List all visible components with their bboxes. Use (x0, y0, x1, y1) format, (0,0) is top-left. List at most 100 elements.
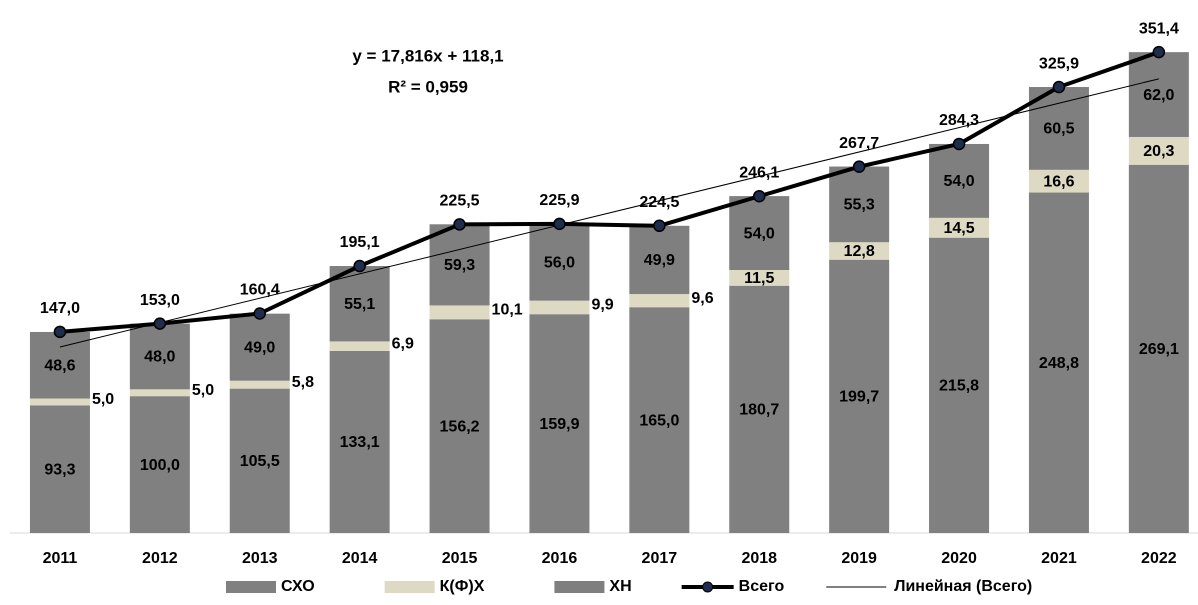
data-label: 195,1 (340, 234, 380, 251)
data-label: 215,8 (939, 378, 979, 395)
data-label: 159,9 (539, 416, 579, 433)
line-marker (1052, 80, 1066, 94)
x-tick-label: 2020 (941, 550, 977, 567)
bar-segment (529, 300, 590, 315)
line-marker (53, 325, 67, 339)
data-label: 62,0 (1143, 87, 1174, 104)
x-tick-label: 2011 (43, 550, 78, 567)
legend-label: Линейная (Всего) (894, 578, 1032, 595)
data-label: 5,0 (92, 391, 114, 408)
bar-segment (129, 323, 190, 390)
x-tick-label: 2021 (1041, 550, 1077, 567)
bar-segment (29, 398, 90, 406)
legend-label: Всего (739, 578, 785, 595)
line-marker (553, 217, 566, 231)
bar-segment (1028, 192, 1089, 533)
data-label: 246,1 (739, 164, 779, 181)
bar-segment (1028, 169, 1089, 193)
data-label: 5,8 (292, 374, 314, 391)
data-label: 160,4 (240, 282, 280, 299)
data-label: 100,0 (140, 457, 180, 474)
x-tick-label: 2015 (442, 550, 478, 567)
data-label: 48,6 (44, 357, 75, 374)
bar-segment (929, 237, 990, 533)
bar-segment (1128, 164, 1189, 534)
trend-r2: R² = 0,959 (388, 77, 468, 96)
bar-segment (829, 166, 890, 243)
line-marker (653, 219, 666, 233)
data-label: 11,5 (744, 270, 774, 287)
line-marker (952, 137, 966, 151)
data-label: 351,4 (1139, 20, 1179, 37)
x-tick-label: 2013 (242, 550, 278, 567)
bar-segment (929, 217, 990, 238)
data-label: 165,0 (639, 412, 679, 429)
data-label: 325,9 (1039, 55, 1079, 72)
bar-segment (129, 396, 190, 533)
bar-segment (729, 196, 790, 270)
data-label: 12,8 (844, 243, 875, 260)
bar-segment (1028, 87, 1089, 170)
x-tick-label: 2014 (342, 550, 378, 567)
bar-segment (129, 389, 190, 397)
legend-swatch (384, 581, 435, 593)
bar-segment (329, 350, 390, 533)
bar-segment (229, 388, 290, 533)
data-label: 284,3 (939, 112, 979, 129)
bar-segment (329, 341, 390, 351)
line-marker (153, 317, 167, 330)
bar-segment (629, 225, 690, 295)
data-label: 6,9 (392, 335, 414, 352)
data-label: 49,9 (644, 252, 675, 269)
data-label: 49,0 (244, 339, 275, 356)
line-marker (253, 307, 266, 320)
data-label: 105,5 (240, 453, 280, 470)
bar-segment (529, 224, 590, 301)
trendline (59, 78, 1159, 348)
line-marker (753, 189, 766, 203)
data-label: 9,6 (691, 290, 713, 307)
legend-label: К(Ф)Х (440, 578, 485, 595)
line-series (59, 50, 1160, 334)
data-label: 20,3 (1143, 143, 1174, 160)
bar-segment (29, 331, 90, 399)
x-tick-label: 2016 (542, 550, 578, 567)
data-label: 199,7 (839, 389, 879, 406)
x-tick-label: 2019 (841, 550, 877, 567)
legend-swatch (226, 581, 276, 593)
bar-segment (229, 313, 290, 381)
legend-label: СХО (281, 578, 315, 595)
bar-segment (29, 405, 90, 533)
data-label: 14,5 (943, 220, 974, 237)
data-label: 55,3 (844, 197, 875, 214)
bar-segment (629, 307, 690, 533)
data-label: 55,1 (344, 296, 375, 313)
bar-segment (1128, 52, 1189, 137)
data-label: 147,0 (40, 300, 80, 317)
data-label: 54,0 (744, 225, 775, 242)
data-label: 225,9 (539, 192, 579, 209)
data-label: 153,0 (140, 292, 180, 309)
bar-segment (729, 285, 790, 533)
legend-label: ХН (609, 578, 631, 595)
line-marker (852, 160, 866, 173)
line-marker (453, 218, 466, 231)
data-label: 133,1 (340, 434, 380, 451)
data-label: 248,8 (1039, 355, 1079, 372)
bar-segment (829, 259, 890, 533)
data-label: 60,5 (1043, 121, 1074, 138)
data-label: 54,0 (943, 173, 974, 190)
bar-segment (529, 314, 590, 533)
data-label: 269,1 (1139, 341, 1179, 358)
bar-segment (429, 224, 490, 306)
bar-segment (229, 380, 290, 389)
x-tick-label: 2017 (642, 550, 678, 567)
line-marker (353, 259, 366, 273)
x-tick-label: 2012 (142, 550, 178, 567)
data-label: 48,0 (144, 349, 175, 366)
data-label: 56,0 (544, 255, 575, 272)
data-label: 59,3 (444, 257, 475, 274)
data-label: 225,5 (440, 193, 480, 210)
trend-equation: y = 17,816x + 118,1 (352, 46, 503, 65)
